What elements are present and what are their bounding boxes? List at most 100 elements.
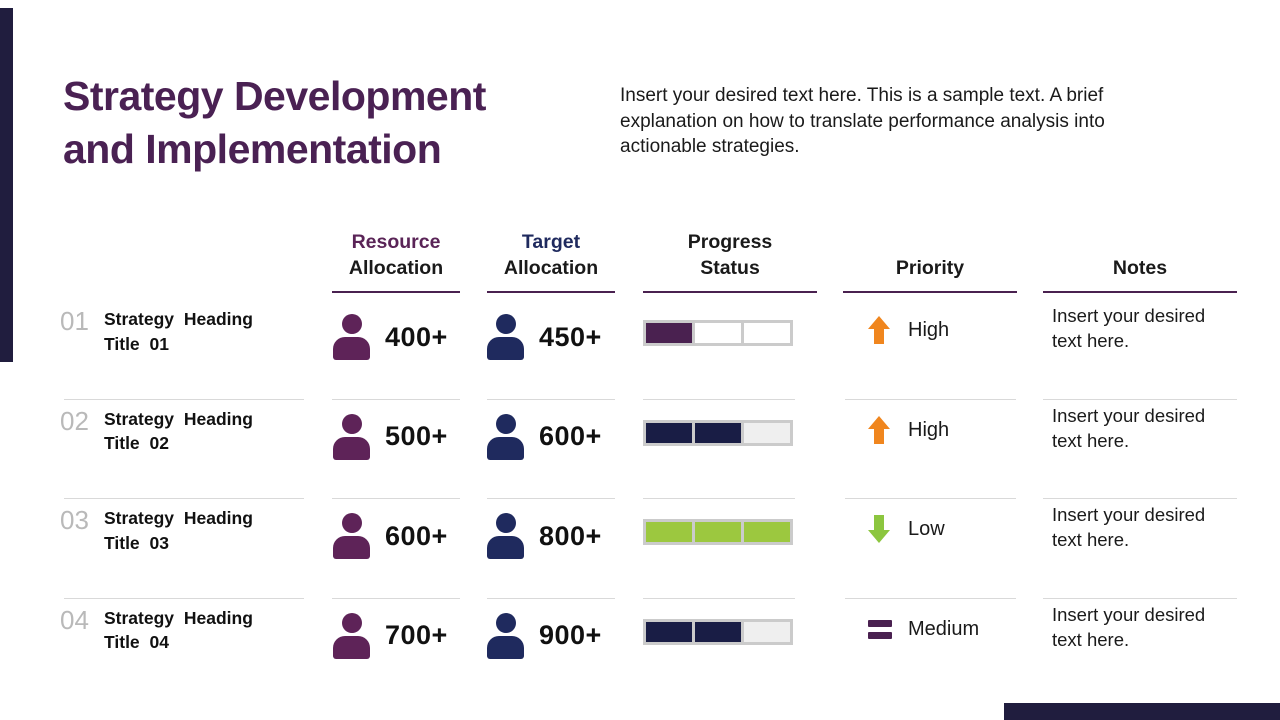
target-value: 600+ (539, 421, 602, 451)
header-target-line2: Allocation (503, 257, 599, 279)
column-header-progress-status: Progress Status (643, 225, 817, 281)
header-underline (1043, 291, 1237, 293)
row-divider (487, 498, 615, 499)
priority-label: High (908, 418, 950, 441)
header-resource-line2: Allocation (348, 257, 444, 279)
row-divider (643, 398, 795, 400)
table-row: 04 Strategy Heading Title 04 700+ 900+ M… (0, 599, 1280, 699)
priority-label: High (908, 319, 950, 341)
target-allocation-cell: 450+ (487, 314, 602, 360)
table-row: 02 Strategy Heading Title 02 500+ 600+ H… (0, 400, 1280, 499)
priority-arrow-up-icon (868, 316, 890, 344)
row-number: 02 (60, 405, 89, 436)
column-header-priority: Priority (843, 225, 1017, 281)
progress-segment (646, 621, 692, 642)
progress-bar (643, 519, 793, 545)
table-rows: 01 Strategy Heading Title 01 400+ 450+ H… (0, 300, 1280, 698)
row-divider (332, 398, 460, 400)
row-divider (845, 498, 1016, 499)
row-heading: Strategy Heading Title 04 (104, 607, 253, 653)
person-icon (487, 413, 524, 460)
progress-segment (646, 323, 692, 343)
resource-allocation-cell: 700+ (333, 612, 448, 659)
progress-segment (744, 323, 790, 343)
progress-segment (695, 323, 741, 343)
row-number: 01 (60, 306, 89, 336)
target-allocation-cell: 600+ (487, 413, 602, 460)
intro-text: Insert your desired text here. This is a… (620, 85, 1105, 157)
row-divider (332, 597, 460, 599)
resource-value: 700+ (385, 620, 448, 650)
priority-label: Low (908, 518, 945, 540)
progress-segment (646, 422, 692, 443)
target-allocation-cell: 800+ (487, 513, 602, 559)
header-underline (487, 291, 615, 293)
progress-segment (646, 522, 692, 542)
row-divider (487, 398, 615, 400)
header-underline (843, 291, 1017, 293)
page-title-line1: Strategy Development (63, 73, 486, 119)
progress-bar (643, 419, 793, 446)
progress-segment (744, 522, 790, 542)
resource-value: 600+ (385, 520, 448, 551)
header-notes-label: Notes (1112, 257, 1168, 279)
row-divider (1043, 597, 1237, 599)
column-header-notes: Notes (1043, 225, 1237, 281)
person-icon (333, 413, 370, 460)
person-icon (487, 513, 524, 559)
priority-arrow-up-icon (868, 416, 890, 444)
header-resource-line1: Resource (351, 231, 441, 253)
progress-bar (643, 618, 793, 645)
row-divider (64, 597, 304, 599)
header-target-line1: Target (521, 231, 581, 253)
row-divider (64, 498, 304, 499)
row-divider (1043, 398, 1237, 400)
person-icon (487, 612, 524, 659)
header-underline (643, 291, 817, 293)
row-divider (1043, 498, 1237, 499)
target-allocation-cell: 900+ (487, 612, 602, 659)
resource-allocation-cell: 600+ (333, 513, 448, 559)
row-number: 04 (60, 604, 89, 635)
notes-text: Insert your desired text here. (1052, 504, 1206, 550)
column-header-resource-allocation: Resource Allocation (321, 225, 471, 281)
priority-equals-icon (868, 620, 892, 639)
progress-bar (643, 320, 793, 346)
row-number: 03 (60, 505, 89, 535)
notes-text: Insert your desired text here. (1052, 404, 1206, 451)
page-title: Strategy Development and Implementation (63, 70, 603, 176)
progress-segment (744, 621, 790, 642)
row-heading: Strategy Heading Title 03 (104, 508, 253, 553)
progress-segment (744, 422, 790, 443)
column-header-target-allocation: Target Allocation (476, 225, 626, 281)
accent-bar-bottom-right (1004, 703, 1280, 720)
notes-text: Insert your desired text here. (1052, 305, 1206, 351)
person-icon (487, 314, 524, 360)
row-divider (845, 398, 1016, 400)
row-divider (332, 498, 460, 499)
progress-segment (695, 522, 741, 542)
header-underline (332, 291, 460, 293)
page-title-line2: and Implementation (63, 126, 442, 172)
person-icon (333, 314, 370, 360)
target-value: 900+ (539, 620, 602, 650)
priority-arrow-down-icon (868, 515, 890, 543)
row-divider (64, 398, 304, 400)
resource-value: 500+ (385, 421, 448, 451)
header-progress-line2: Status (700, 257, 760, 279)
priority-label: Medium (908, 617, 980, 640)
table-row: 03 Strategy Heading Title 03 600+ 800+ L… (0, 499, 1280, 599)
progress-segment (695, 621, 741, 642)
row-heading: Strategy Heading Title 02 (104, 408, 253, 454)
resource-allocation-cell: 500+ (333, 413, 448, 460)
header-priority-label: Priority (895, 257, 965, 279)
target-value: 450+ (539, 321, 602, 352)
row-divider (643, 597, 795, 599)
resource-value: 400+ (385, 321, 448, 352)
progress-segment (695, 422, 741, 443)
row-heading: Strategy Heading Title 01 (104, 309, 253, 354)
notes-text: Insert your desired text here. (1052, 603, 1206, 650)
row-divider (845, 597, 1016, 599)
header-progress-line1: Progress (687, 231, 773, 253)
